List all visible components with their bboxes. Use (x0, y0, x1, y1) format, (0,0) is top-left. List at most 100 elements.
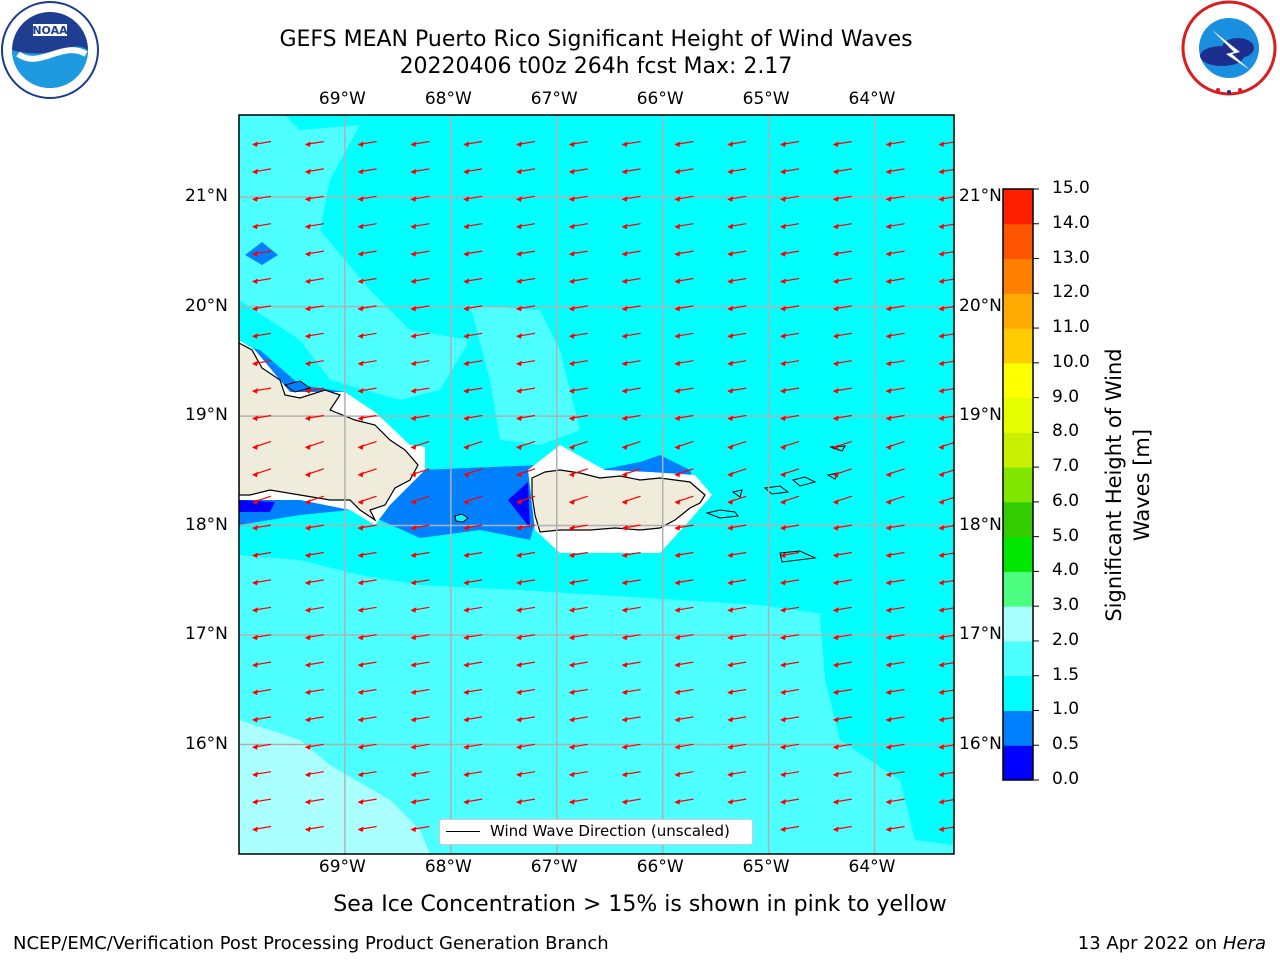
wave-direction-arrow (727, 606, 747, 613)
wave-direction-arrow (727, 771, 747, 778)
wave-direction-arrow (885, 195, 905, 202)
wave-direction-arrow (410, 579, 430, 586)
wave-direction-arrow (780, 140, 800, 147)
wave-direction-arrow (938, 469, 954, 478)
wave-direction-arrow (252, 798, 272, 805)
wave-direction-arrow (252, 277, 272, 284)
wave-direction-arrow (885, 825, 905, 832)
wave-direction-arrow (252, 716, 272, 723)
wave-direction-arrow (568, 524, 588, 531)
colorbar-frame (1002, 188, 1034, 781)
wave-direction-arrow (410, 743, 430, 750)
wave-direction-arrow (621, 606, 641, 613)
wave-direction-arrow (780, 716, 800, 723)
wave-direction-arrow (568, 551, 588, 558)
wave-direction-arrow (516, 579, 536, 586)
wave-direction-arrow (727, 634, 747, 641)
wave-direction-arrow (463, 414, 483, 421)
wave-direction-arrow (938, 744, 954, 750)
wave-direction-arrow (832, 305, 852, 312)
colorbar-swatch (1003, 362, 1033, 399)
wave-direction-arrow (885, 716, 905, 723)
colorbar-tick-label: 13.0 (1052, 247, 1090, 268)
tick-label: 68°W (424, 89, 472, 109)
wave-direction-arrow (674, 551, 694, 558)
wave-direction-arrow (304, 360, 324, 367)
wave-direction-arrow (727, 495, 747, 505)
wave-direction-arrow (463, 688, 483, 695)
wave-direction-arrow (832, 223, 852, 230)
wave-direction-arrow (568, 195, 588, 202)
wave-direction-arrow (780, 495, 800, 505)
tick-label: 17°N (959, 624, 1002, 645)
wave-direction-arrow (674, 688, 694, 695)
nws-logo (1181, 0, 1277, 96)
wave-direction-arrow (727, 661, 747, 668)
wave-direction-arrow (885, 332, 905, 339)
wave-direction-arrow (252, 524, 272, 531)
wave-direction-arrow (252, 743, 272, 750)
wave-direction-arrow (304, 332, 324, 339)
wave-direction-arrow (621, 634, 641, 641)
wave-direction-arrow (516, 305, 536, 312)
wave-direction-arrow (304, 798, 324, 805)
wave-direction-arrow (357, 524, 377, 531)
wave-direction-arrow (252, 168, 272, 175)
wave-direction-arrow (516, 387, 536, 394)
wave-direction-arrow (621, 332, 641, 339)
wave-direction-arrow (885, 606, 905, 613)
wave-direction-arrow (885, 440, 905, 450)
wave-direction-arrow (410, 551, 430, 558)
tick-label: 68°W (424, 857, 472, 877)
wave-direction-arrow (252, 579, 272, 586)
wave-direction-arrow (674, 634, 694, 641)
wave-direction-arrow (885, 688, 905, 695)
wave-direction-arrow (252, 387, 272, 394)
wave-direction-arrow (621, 771, 641, 778)
tick-label: 64°W (848, 857, 896, 877)
wave-direction-arrow (304, 524, 324, 531)
wave-direction-arrow (252, 634, 272, 641)
wave-direction-arrow (780, 634, 800, 641)
wave-direction-arrow (304, 223, 324, 230)
wave-direction-arrow (727, 360, 747, 367)
wave-direction-arrow (832, 606, 852, 613)
wave-direction-arrow (780, 223, 800, 230)
wave-direction-arrow (885, 277, 905, 284)
wave-direction-arrow (621, 579, 641, 586)
wave-direction-arrow (516, 743, 536, 750)
wave-direction-arrow (727, 798, 747, 805)
wave-direction-arrow (674, 140, 694, 147)
wave-direction-arrow (357, 495, 377, 505)
wave-direction-arrow (568, 688, 588, 695)
colorbar-swatch (1003, 223, 1033, 260)
wave-direction-arrow (568, 440, 588, 450)
wave-contour-1p0 (820, 610, 954, 845)
wave-direction-arrow (674, 743, 694, 750)
tick-label: 16°N (185, 733, 228, 754)
colorbar-tick-label: 0.5 (1052, 734, 1080, 755)
tick-label: 66°W (636, 89, 684, 109)
wave-direction-arrow (410, 440, 430, 450)
noaa-logo: NOAA (1, 1, 99, 99)
wave-direction-arrow (674, 468, 694, 478)
tick-label: 65°W (742, 89, 790, 109)
colorbar-swatch (1003, 189, 1033, 225)
wave-direction-arrow (463, 579, 483, 586)
wave-direction-arrow (832, 524, 852, 531)
island-st-croix (779, 550, 817, 563)
wave-direction-arrow (780, 688, 800, 695)
wave-direction-arrow (463, 277, 483, 284)
wave-direction-arrow (410, 825, 430, 832)
island-tortuga (283, 380, 312, 393)
wave-direction-arrow (568, 468, 588, 478)
colorbar-tick-label: 0.0 (1052, 769, 1080, 789)
wave-direction-arrow (780, 468, 800, 478)
island-culebra (731, 489, 743, 498)
wave-direction-arrow (832, 743, 852, 750)
wave-direction-arrow (304, 579, 324, 586)
wave-direction-arrow (727, 468, 747, 478)
colorbar-tick-label: 12.0 (1052, 282, 1090, 303)
wave-direction-arrow (780, 825, 800, 832)
wave-direction-arrow (885, 414, 905, 421)
